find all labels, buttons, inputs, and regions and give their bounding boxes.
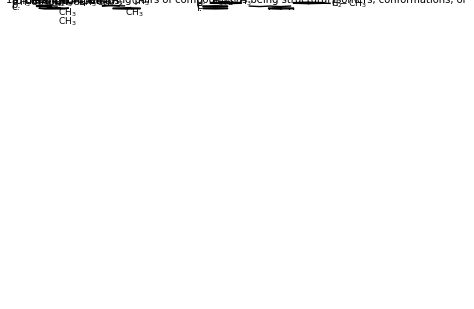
Text: $\mathregular{H}$: $\mathregular{H}$ xyxy=(229,0,236,2)
Text: f.: f. xyxy=(196,3,202,13)
Text: $\mathregular{H_3C-CH_2}$: $\mathregular{H_3C-CH_2}$ xyxy=(19,0,66,9)
Text: $\mathregular{CH_3}$: $\mathregular{CH_3}$ xyxy=(125,6,144,19)
Text: different compounds.: different compounds. xyxy=(16,0,123,6)
Text: $\mathregular{CH_2-CH_2-CH-CH_2}$: $\mathregular{CH_2-CH_2-CH-CH_2}$ xyxy=(24,0,123,8)
Text: $\mathregular{CH_3\ \ CH_3}$: $\mathregular{CH_3\ \ CH_3}$ xyxy=(66,0,109,8)
Text: $\mathregular{C}$: $\mathregular{C}$ xyxy=(226,0,233,7)
Text: $\mathregular{CH_3}$: $\mathregular{CH_3}$ xyxy=(131,0,150,7)
Text: $\mathregular{CH_3}$: $\mathregular{CH_3}$ xyxy=(302,0,321,2)
Text: c.: c. xyxy=(11,2,20,12)
Text: $\mathregular{CH_3}$: $\mathregular{CH_3}$ xyxy=(54,0,73,9)
Text: $\mathregular{H_2}$: $\mathregular{H_2}$ xyxy=(331,0,342,10)
Text: $\mathregular{CH_2-CH-CH_2}$: $\mathregular{CH_2-CH-CH_2}$ xyxy=(44,0,115,9)
Text: $\mathregular{H_3C}$: $\mathregular{H_3C}$ xyxy=(212,0,231,8)
Text: $\mathregular{CH_3}$: $\mathregular{CH_3}$ xyxy=(233,0,251,8)
Text: $\mathregular{CH_3}$: $\mathregular{CH_3}$ xyxy=(78,0,96,9)
Text: $\mathregular{C-CH_3}$: $\mathregular{C-CH_3}$ xyxy=(331,0,367,10)
Text: $\mathregular{CH_3}$: $\mathregular{CH_3}$ xyxy=(58,6,77,19)
Text: $\mathregular{H_3C}$: $\mathregular{H_3C}$ xyxy=(33,0,52,8)
Text: $\mathregular{CH_3}$: $\mathregular{CH_3}$ xyxy=(55,0,74,8)
Text: a.: a. xyxy=(11,0,20,6)
Text: d.: d. xyxy=(196,0,206,6)
Text: $\mathregular{CH_3}$: $\mathregular{CH_3}$ xyxy=(58,16,77,28)
Text: b.: b. xyxy=(11,0,20,10)
Text: 16. Classify the following pairs of compounds as being structural isomers, confo: 16. Classify the following pairs of comp… xyxy=(6,0,466,5)
Text: $\mathregular{CH_3}$: $\mathregular{CH_3}$ xyxy=(30,0,49,8)
Text: e.: e. xyxy=(196,1,206,11)
